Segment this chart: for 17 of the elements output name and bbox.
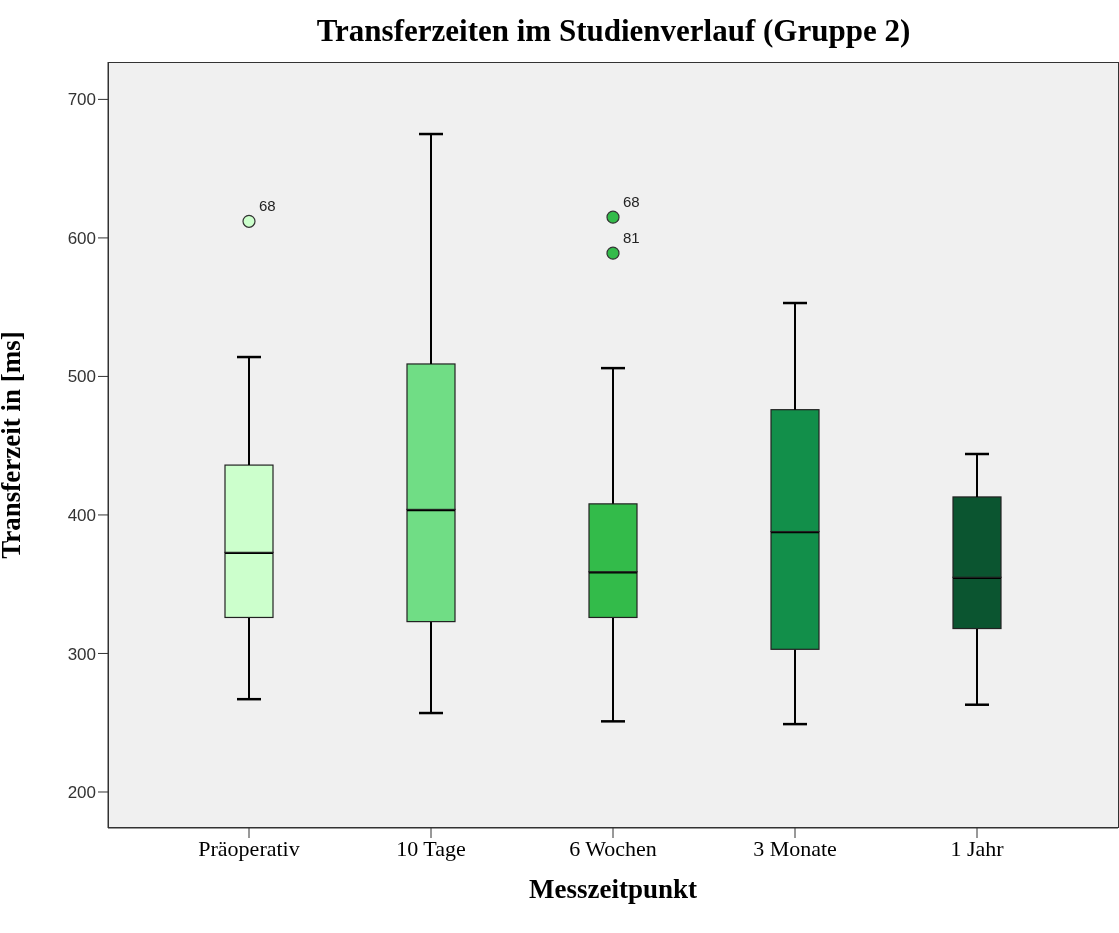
y-tick-label: 500	[67, 367, 96, 387]
x-tick-label: 10 Tage	[396, 835, 466, 861]
y-axis-title: Transferzeit in [ms]	[0, 331, 26, 559]
x-tick-label: 1 Jahr	[950, 835, 1005, 861]
x-tick-label: 6 Wochen	[569, 835, 657, 861]
y-tick-label: 200	[67, 783, 96, 803]
y-tick-label: 600	[67, 228, 96, 248]
y-tick-label: 300	[67, 644, 96, 664]
y-tick-label: 400	[67, 505, 96, 525]
chart-title: Transferzeiten im Studienverlauf (Gruppe 2)	[315, 12, 912, 50]
annotation: 68	[259, 197, 276, 215]
annotation: 68	[623, 193, 640, 211]
x-tick-label: 3 Monate	[753, 835, 837, 861]
x-axis-title: Messzeitpunkt	[529, 874, 698, 904]
annotation: 81	[623, 229, 640, 247]
y-tick-label: 700	[67, 90, 96, 110]
x-tick-label: Präoperativ	[198, 835, 300, 861]
